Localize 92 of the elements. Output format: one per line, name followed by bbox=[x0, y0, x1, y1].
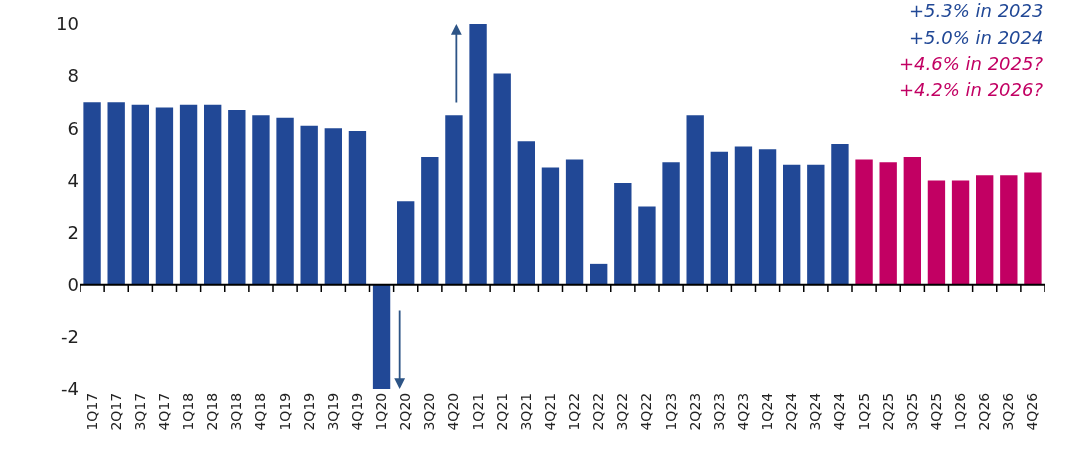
bar bbox=[831, 143, 849, 285]
bar bbox=[976, 175, 994, 285]
y-tick-label: 4 bbox=[67, 169, 79, 191]
y-tick-label: 2 bbox=[67, 221, 79, 243]
x-tick-label: 2Q24 bbox=[783, 392, 800, 431]
x-tick-label: 2Q19 bbox=[300, 392, 317, 431]
bar bbox=[710, 151, 728, 285]
bar bbox=[372, 284, 391, 389]
x-tick-label: 1Q20 bbox=[373, 392, 390, 431]
x-tick-label: 2Q22 bbox=[590, 392, 607, 431]
x-tick-label: 1Q22 bbox=[566, 392, 583, 431]
x-tick-label: 2Q18 bbox=[204, 392, 221, 431]
bar bbox=[686, 115, 704, 285]
bar bbox=[590, 263, 608, 285]
x-tick-label: 4Q26 bbox=[1024, 392, 1041, 431]
x-tick-label: 1Q25 bbox=[855, 392, 872, 431]
x-tick-label: 2Q25 bbox=[879, 392, 896, 431]
bar bbox=[155, 107, 174, 285]
bar bbox=[204, 104, 222, 285]
x-tick-label: 3Q26 bbox=[1000, 392, 1017, 431]
text: +5.3% in 2023 bbox=[909, 0, 1044, 21]
bar bbox=[517, 141, 535, 285]
bar bbox=[445, 115, 463, 285]
x-tick-label: 4Q19 bbox=[348, 392, 365, 431]
bar bbox=[83, 102, 101, 285]
annotation: +5.0% in 2024 bbox=[909, 27, 1044, 48]
x-tick-label: 2Q17 bbox=[107, 392, 124, 431]
bar bbox=[1024, 172, 1042, 285]
bar bbox=[107, 102, 125, 285]
x-tick-label: 3Q21 bbox=[517, 392, 534, 431]
x-tick-label: 3Q18 bbox=[228, 392, 245, 431]
x-tick-label: 2Q23 bbox=[686, 392, 703, 431]
annotation: +4.2% in 2026? bbox=[899, 79, 1044, 100]
bar bbox=[397, 201, 415, 285]
annotation: +4.6% in 2025? bbox=[899, 53, 1044, 74]
bar bbox=[638, 206, 656, 285]
bar bbox=[734, 146, 753, 285]
x-tick-label: 1Q23 bbox=[662, 392, 679, 431]
bar bbox=[662, 162, 680, 285]
x-tick-label: 3Q19 bbox=[324, 392, 341, 431]
y-tick-label: 10 bbox=[56, 13, 79, 35]
x-tick-label: 2Q20 bbox=[397, 392, 414, 431]
bar bbox=[855, 159, 873, 285]
x-tick-label: 1Q26 bbox=[952, 392, 969, 431]
bar bbox=[421, 156, 439, 285]
x-tick-label: 3Q25 bbox=[903, 392, 920, 431]
bar bbox=[541, 167, 560, 285]
x-tick-label: 1Q21 bbox=[469, 392, 486, 431]
x-tick-label: 3Q22 bbox=[614, 392, 631, 431]
bar bbox=[228, 110, 246, 285]
bar bbox=[927, 180, 946, 285]
y-tick-label: 0 bbox=[67, 274, 79, 296]
bar bbox=[758, 149, 777, 285]
y-tick-label: 6 bbox=[67, 117, 79, 139]
x-tick-label: 4Q23 bbox=[734, 392, 751, 431]
x-tick-label: 4Q22 bbox=[638, 392, 655, 431]
x-tick-label: 4Q25 bbox=[927, 392, 944, 431]
bar bbox=[348, 130, 367, 285]
x-tick-label: 1Q19 bbox=[276, 392, 293, 431]
x-tick-label: 2Q21 bbox=[493, 392, 510, 431]
x-tick-label: 3Q23 bbox=[710, 392, 727, 431]
x-tick-label: 1Q17 bbox=[83, 392, 100, 431]
x-tick-label: 2Q26 bbox=[976, 392, 993, 431]
x-tick-label: 4Q24 bbox=[831, 392, 848, 431]
bar bbox=[1000, 175, 1018, 285]
bar bbox=[879, 162, 897, 285]
x-tick-label: 3Q24 bbox=[807, 392, 824, 431]
y-tick-label: -2 bbox=[61, 326, 79, 348]
y-tick-label: -4 bbox=[61, 378, 79, 400]
x-tick-label: 3Q17 bbox=[131, 392, 148, 431]
bar bbox=[951, 180, 970, 285]
bar bbox=[565, 159, 584, 285]
y-tick-label: 8 bbox=[67, 65, 79, 87]
bar bbox=[324, 128, 342, 285]
x-tick-label: 4Q21 bbox=[541, 392, 558, 431]
x-tick-label: 4Q18 bbox=[252, 392, 269, 431]
x-tick-label: 1Q18 bbox=[180, 392, 197, 431]
x-tick-label: 4Q17 bbox=[155, 392, 172, 431]
x-tick-label: 1Q24 bbox=[759, 392, 776, 431]
bar bbox=[300, 125, 318, 285]
bar bbox=[469, 24, 487, 285]
bar bbox=[179, 104, 198, 285]
bar bbox=[493, 73, 511, 285]
bar bbox=[252, 115, 270, 285]
bar bbox=[614, 183, 632, 285]
bar bbox=[276, 117, 294, 285]
bar bbox=[903, 156, 921, 285]
bar bbox=[807, 164, 825, 285]
x-tick-label: 4Q20 bbox=[445, 392, 462, 431]
bar bbox=[131, 104, 149, 285]
x-tick-label: 3Q20 bbox=[421, 392, 438, 431]
bar bbox=[783, 164, 801, 285]
